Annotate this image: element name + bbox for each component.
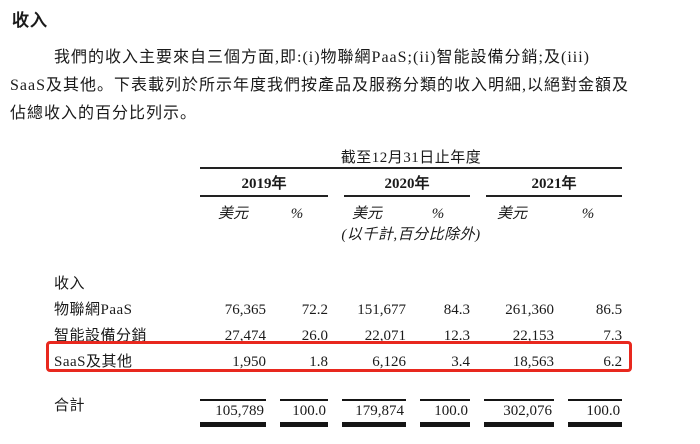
empty-cell (54, 168, 200, 197)
pct-2020-cell: 84.3 (443, 302, 470, 318)
unit-note: (以千計,百分比除外) (341, 227, 481, 243)
table-section-label: 收入 (54, 276, 86, 292)
usd-2020-cell: 151,677 (357, 302, 406, 318)
total-value: 179,874 (355, 403, 404, 419)
usd-2020-cell: 6,126 (372, 354, 406, 370)
section-label-row: 收入 (54, 245, 622, 293)
usd-2019-cell: 27,474 (224, 328, 266, 344)
empty-cell (54, 371, 622, 391)
total-pct-2021-cell: 100.0 (554, 391, 623, 427)
paragraph-line: SaaS及其他。下表載列於所示年度我們按產品及服務分類的收入明細,以絕對金額及 (10, 77, 630, 94)
paragraph-line: 佔總收入的百分比列示。 (10, 105, 198, 122)
usd-2021-cell: 261,360 (505, 302, 554, 318)
total-value: 105,789 (215, 403, 264, 419)
table-row-smart-device: 智能設備分銷 27,474 26.0 22,071 12.3 22,153 7.… (54, 319, 622, 345)
paragraph-line: 我們的收入主要來自三個方面,即:(i)物聯網PaaS;(ii)智能設備分銷;及(… (54, 49, 590, 66)
year-label: 2021年 (486, 172, 623, 197)
currency-header: 美元 (217, 206, 248, 222)
year-label: 2019年 (200, 172, 328, 197)
empty-cell (54, 143, 200, 168)
percent-header: % (290, 206, 304, 222)
double-rule (200, 422, 266, 427)
percent-header: % (431, 206, 445, 222)
total-value: 302,076 (503, 403, 552, 419)
year-header-row: 2019年 2020年 2021年 (54, 168, 623, 197)
total-row: 合計 105,789 100.0 179,874 100.0 302,076 1… (54, 391, 623, 427)
total-value: 100.0 (586, 403, 621, 419)
percent-header: % (581, 206, 595, 222)
total-value: 100.0 (434, 403, 468, 419)
pct-2019-cell: 26.0 (301, 328, 328, 344)
row-label: 物聯網PaaS (54, 302, 133, 318)
unit-header-row: 美元 % 美元 % 美元 % (54, 197, 622, 223)
pct-2021-cell: 7.3 (603, 328, 623, 344)
empty-cell (54, 197, 200, 223)
revenue-table: 截至12月31日止年度 2019年 2020年 2021年 美元 % 美元 % … (54, 143, 623, 427)
pct-2021-cell: 6.2 (603, 354, 623, 370)
double-rule (342, 422, 406, 427)
pct-2020-cell: 12.3 (443, 328, 470, 344)
period-header: 截至12月31日止年度 (200, 143, 623, 169)
section-heading: 收入 (12, 11, 48, 30)
table-span-header-row: 截至12月31日止年度 (54, 143, 623, 169)
total-label: 合計 (54, 398, 86, 414)
table-row-iot-paas: 物聯網PaaS 76,365 72.2 151,677 84.3 261,360… (54, 293, 622, 319)
pct-2019-cell: 72.2 (301, 302, 328, 318)
total-value: 100.0 (292, 403, 326, 419)
currency-header: 美元 (496, 206, 527, 222)
total-pct-2020-cell: 100.0 (406, 391, 470, 427)
double-rule (280, 422, 328, 427)
usd-2020-cell: 22,071 (364, 328, 406, 344)
pct-2019-cell: 1.8 (309, 354, 328, 370)
usd-2019-cell: 76,365 (224, 302, 266, 318)
pct-2020-cell: 3.4 (451, 354, 470, 370)
year-header-2019: 2019年 (200, 168, 328, 197)
year-header-2021: 2021年 (470, 168, 623, 197)
usd-2021-cell: 18,563 (512, 354, 554, 370)
double-rule (484, 422, 554, 427)
year-label: 2020年 (344, 172, 470, 197)
total-usd-2020-cell: 179,874 (328, 391, 406, 427)
currency-header: 美元 (351, 206, 382, 222)
total-pct-2019-cell: 100.0 (266, 391, 328, 427)
year-header-2020: 2020年 (328, 168, 470, 197)
table-row-saas-highlighted: SaaS及其他 1,950 1.8 6,126 3.4 18,563 6.2 (54, 345, 622, 371)
empty-cell (54, 223, 200, 245)
usd-2021-cell: 22,153 (512, 328, 554, 344)
unit-note-row: (以千計,百分比除外) (54, 223, 622, 245)
usd-2019-cell: 1,950 (232, 354, 266, 370)
double-rule (568, 422, 623, 427)
double-rule (420, 422, 470, 427)
total-usd-2019-cell: 105,789 (200, 391, 266, 427)
spacer-row (54, 371, 622, 391)
pct-2021-cell: 86.5 (595, 302, 623, 318)
row-label: SaaS及其他 (54, 354, 133, 370)
intro-paragraph: 我們的收入主要來自三個方面,即:(i)物聯網PaaS;(ii)智能設備分銷;及(… (10, 44, 682, 128)
empty-cell (200, 245, 622, 293)
row-label: 智能設備分銷 (54, 328, 148, 344)
total-usd-2021-cell: 302,076 (470, 391, 554, 427)
